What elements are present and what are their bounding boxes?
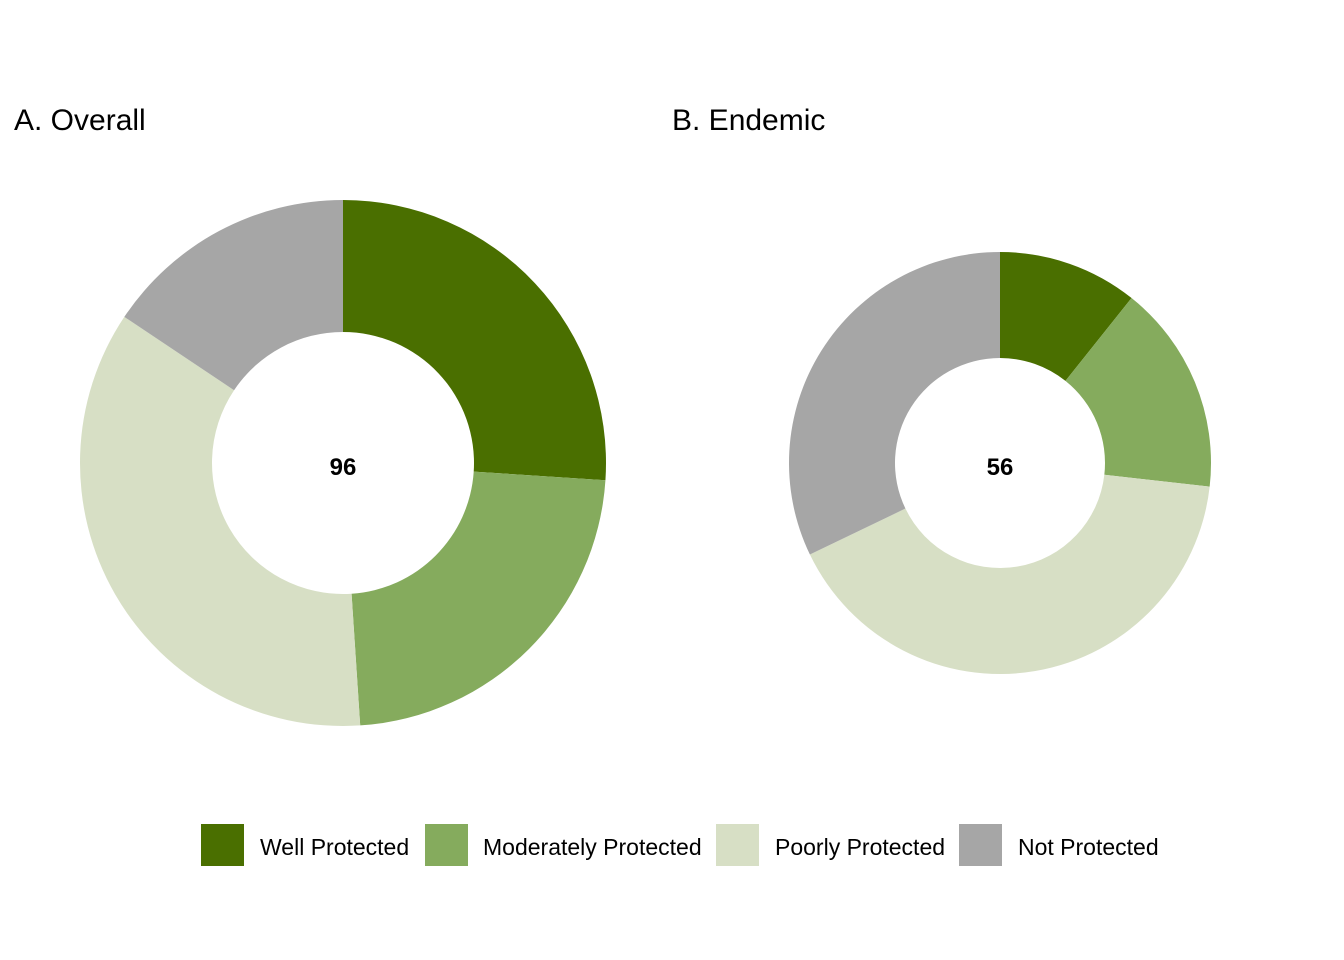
endemic-slice-not-protected bbox=[789, 252, 1000, 555]
panel-b-title: B. Endemic bbox=[672, 104, 825, 137]
overall-slice-poorly-protected bbox=[80, 316, 361, 726]
overall-slice-not-protected bbox=[124, 200, 344, 391]
legend-swatch-not-protected bbox=[959, 824, 1002, 866]
overall-slice-well-protected bbox=[343, 200, 606, 481]
legend-swatch-moderately-protected bbox=[425, 824, 468, 866]
panel-a-title: A. Overall bbox=[14, 104, 146, 137]
endemic-donut-slices bbox=[789, 252, 1211, 674]
overall-slice-moderately-protected bbox=[351, 471, 606, 726]
legend-label-poorly-protected: Poorly Protected bbox=[775, 834, 945, 860]
panel-overall: A. Overall 96 bbox=[14, 104, 606, 726]
endemic-slice-poorly-protected bbox=[809, 474, 1210, 674]
panel-endemic: B. Endemic 56 bbox=[672, 104, 1211, 674]
legend-label-moderately-protected: Moderately Protected bbox=[483, 834, 702, 860]
overall-donut-slices bbox=[80, 200, 606, 726]
legend-label-not-protected: Not Protected bbox=[1018, 834, 1159, 860]
legend: Well Protected Moderately Protected Poor… bbox=[201, 824, 1159, 866]
overall-total-label: 96 bbox=[330, 454, 357, 481]
endemic-slice-well-protected bbox=[1000, 252, 1132, 381]
endemic-total-label: 56 bbox=[987, 454, 1014, 481]
legend-label-well-protected: Well Protected bbox=[260, 834, 409, 860]
legend-swatch-well-protected bbox=[201, 824, 244, 866]
legend-swatch-poorly-protected bbox=[716, 824, 759, 866]
endemic-slice-moderately-protected bbox=[1065, 298, 1211, 487]
